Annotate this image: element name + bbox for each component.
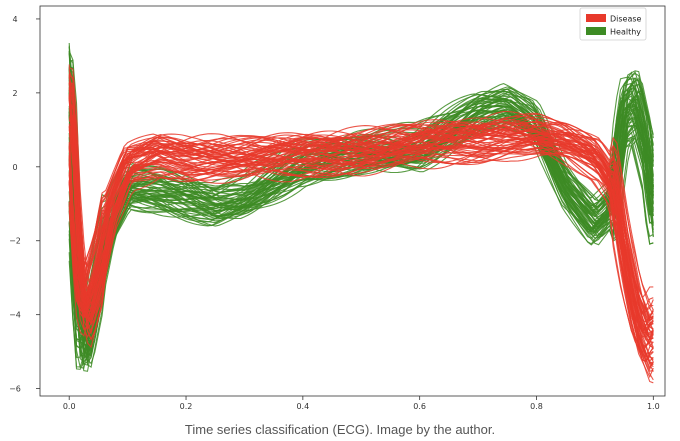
y-tick-label: −6: [9, 385, 21, 394]
figure-caption: Time series classification (ECG). Image …: [184, 422, 496, 437]
y-tick-label: 4: [12, 15, 17, 24]
y-tick-label: 0: [12, 163, 17, 172]
trace-line: [68, 121, 654, 315]
axes-layer: 0.0 0.2 0.4 0.6 0.8 1.0 4 2 0 −2 −4 −6: [9, 5, 666, 411]
trace-line: [68, 126, 654, 369]
series-disease: [68, 64, 654, 384]
x-tick-label: 0.6: [413, 402, 426, 411]
y-tick-label: −2: [9, 237, 21, 246]
trace-line: [68, 117, 654, 364]
legend-swatch-healthy: [586, 27, 606, 35]
legend-label-healthy: Healthy: [610, 28, 641, 37]
x-tick-label: 0.8: [530, 402, 543, 411]
trace-line: [69, 94, 654, 334]
x-tick-label: 0.0: [63, 402, 76, 411]
axes-frame: [39, 5, 666, 397]
y-tick-label: −4: [9, 311, 21, 320]
trace-line: [68, 97, 654, 341]
trace-line: [68, 73, 654, 317]
ecg-chart: 0.0 0.2 0.4 0.6 0.8 1.0 4 2 0 −2 −4 −6 Disease Heal…: [9, 5, 666, 411]
legend-swatch-disease: [586, 14, 606, 22]
trace-line: [69, 67, 654, 311]
x-tick-label: 0.4: [296, 402, 309, 411]
trace-line: [69, 105, 654, 350]
x-tick-label: 0.2: [180, 402, 193, 411]
trace-line: [69, 135, 654, 381]
trace-line: [68, 131, 654, 348]
legend: Disease Healthy: [579, 7, 647, 41]
trace-line: [68, 108, 654, 356]
trace-line: [68, 123, 654, 371]
trace-line: [68, 114, 654, 372]
trace-line: [68, 117, 654, 362]
trace-line: [68, 74, 654, 315]
y-tick-label: 2: [12, 89, 17, 98]
series-layer: [68, 42, 654, 384]
trace-line: [69, 83, 654, 326]
legend-label-disease: Disease: [610, 15, 642, 24]
trace-line: [68, 132, 654, 362]
x-tick-label: 1.0: [647, 402, 660, 411]
